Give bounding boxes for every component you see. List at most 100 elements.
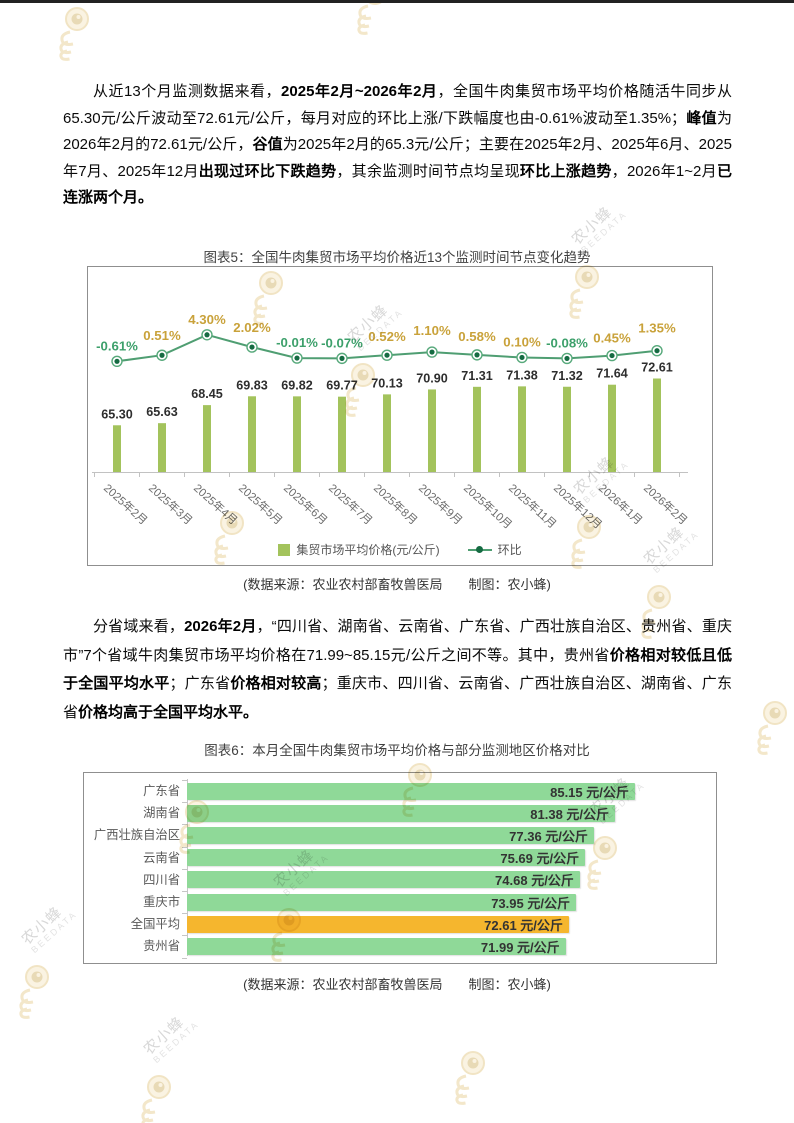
y-axis-tick — [182, 891, 187, 892]
c6-row: 贵州省 71.99 元/公斤 — [84, 935, 716, 957]
text-run: ，2026年1~2月 — [611, 162, 717, 180]
chart5-figure: 65.30 65.63 68.45 69.83 69.82 69.77 70.13 70.90… — [87, 266, 713, 566]
text-run: ；重庆市、四川省、云南省、广西壮族自治区、湖南省、广东省 — [63, 675, 732, 721]
c6-row: 四川省 74.68 元/公斤 — [84, 869, 716, 891]
bold-text-run: 谷值 — [252, 136, 283, 153]
pct-label: 0.52% — [368, 329, 406, 344]
x-axis-label: 2025年4月 — [191, 481, 241, 528]
bar — [563, 386, 571, 472]
x-axis-label: 2025年5月 — [236, 481, 286, 528]
line-marker — [429, 349, 435, 355]
c6-value-label: 74.68 元/公斤 — [495, 873, 574, 889]
bar — [158, 423, 166, 472]
watermark-sub: BEEDATA — [29, 908, 79, 955]
x-axis-label: 2025年6月 — [281, 481, 331, 528]
bar — [608, 384, 616, 472]
text-run: 从近13个月监测数据来看， — [93, 83, 282, 100]
c6-value-label: 85.15 元/公斤 — [550, 784, 629, 800]
x-axis-label: 2025年8月 — [371, 481, 421, 528]
c6-value-label: 75.69 元/公斤 — [500, 851, 580, 867]
bold-text-run: 环比上涨趋势 — [519, 162, 612, 180]
text-run: 为2025年2月的65.3元/公斤；主要在2025年2月、2025年6月、202… — [63, 136, 732, 180]
c6-value-label: 77.36 元/公斤 — [509, 828, 588, 844]
bar — [383, 394, 391, 472]
bar-value-label: 71.64 — [596, 367, 628, 381]
line-marker — [249, 344, 255, 350]
bar-value-label: 71.32 — [551, 369, 583, 383]
bar-value-label: 71.31 — [461, 369, 493, 383]
bar — [518, 386, 526, 472]
chart5-title: 图表5：全国牛肉集贸市场平均价格近13个监测时间节点变化趋势 — [203, 250, 591, 265]
bold-text-run: 出现过环比下跌趋势 — [198, 162, 337, 180]
pct-label: 0.51% — [143, 328, 181, 343]
bold-text-run: 价格相对较高 — [230, 675, 322, 692]
bar-value-label: 69.77 — [326, 379, 358, 393]
c6-bar: 85.15 元/公斤 — [187, 782, 635, 800]
c6-bar: 81.38 元/公斤 — [187, 804, 616, 822]
brand-watermark — [348, 0, 392, 41]
bar — [428, 389, 436, 472]
y-axis-tick — [182, 802, 187, 804]
bold-text-run: 价格均高于全国平均水平。 — [78, 703, 259, 721]
line-marker — [159, 352, 165, 358]
bee-icon — [141, 1075, 171, 1123]
bold-text-run: 2025年2月~2026年2月 — [281, 83, 438, 100]
c6-row: 云南省 75.69 元/公斤 — [84, 847, 716, 869]
x-axis-label: 2025年9月 — [416, 481, 466, 528]
watermark-text: 农小蜂 BEEDATA — [18, 898, 79, 956]
text-run: 为2026年2月的72.61元/公斤， — [63, 109, 732, 154]
bar — [248, 396, 256, 472]
c6-bar: 75.69 元/公斤 — [187, 849, 586, 867]
pct-label: 4.30% — [188, 312, 226, 327]
text-run: ，其余监测时间节点均呈现 — [336, 162, 520, 180]
pct-label: 0.58% — [458, 329, 496, 344]
chart5-legend: 集贸市场平均价格(元/公斤) 环比 — [88, 541, 712, 558]
c6-bar: 71.99 元/公斤 — [187, 937, 566, 955]
line-marker — [384, 352, 390, 358]
x-axis-label: 2026年1月 — [596, 481, 646, 528]
legend-bar-swatch — [278, 543, 291, 556]
bold-text-run: 峰值 — [686, 109, 717, 127]
bar — [473, 386, 481, 472]
watermark-sub: BEEDATA — [151, 1018, 201, 1065]
x-axis-label: 2025年2月 — [101, 481, 151, 528]
bar-value-label: 69.82 — [281, 378, 313, 392]
bar-value-label: 68.45 — [191, 387, 223, 401]
x-axis-label: 2025年3月 — [146, 481, 196, 528]
bar-value-label: 71.38 — [506, 368, 538, 382]
watermark-text: 农小蜂 BEEDATA — [140, 1008, 201, 1066]
bar — [203, 405, 211, 472]
bar-value-label: 70.90 — [416, 371, 448, 385]
bar-value-label: 72.61 — [641, 360, 673, 374]
c6-category-label: 湖南省 — [143, 806, 180, 821]
y-axis-tick — [182, 935, 187, 937]
x-axis-label: 2025年12月 — [551, 481, 605, 532]
line-marker — [609, 352, 615, 359]
line-marker — [474, 352, 480, 358]
text-run: ；广东省 — [169, 675, 231, 692]
c6-row: 广西壮族自治区 77.36 元/公斤 — [84, 824, 716, 846]
c6-value-label: 72.61 元/公斤 — [484, 917, 563, 933]
c6-category-label: 广西壮族自治区 — [93, 828, 180, 843]
paragraph-1: 从近13个月监测数据来看，2025年2月~2026年2月，全国牛肉集贸市场平均价… — [63, 79, 732, 212]
chart5-caption: (数据来源：农业农村部畜牧兽医局 制图：农小蜂) — [243, 577, 551, 592]
c6-category-label: 云南省 — [143, 850, 180, 865]
pct-label: 0.10% — [503, 334, 541, 349]
chart6-figure: 广东省 85.15 元/公斤湖南省 81.38 元/公斤 广西壮族自治区 77.36 元… — [83, 772, 717, 964]
watermark-brand: 农小蜂 — [140, 1013, 188, 1059]
bar-value-label: 69.83 — [236, 378, 268, 392]
pct-label: 1.35% — [638, 321, 676, 336]
c6-row: 重庆市 73.95 元/公斤 — [84, 891, 716, 913]
bold-text-run: 价格相对较低且低于全国平均水平 — [63, 646, 732, 693]
bee-icon — [59, 7, 89, 61]
c6-category-label: 广东省 — [143, 784, 180, 798]
legend-line-dot — [475, 546, 483, 553]
bar-value-label: 70.13 — [371, 376, 403, 390]
c6-bar: 73.95 元/公斤 — [187, 893, 576, 911]
pct-label: -0.07% — [321, 335, 363, 350]
c6-bar: 77.36 元/公斤 — [187, 826, 594, 844]
line-marker — [294, 355, 300, 361]
